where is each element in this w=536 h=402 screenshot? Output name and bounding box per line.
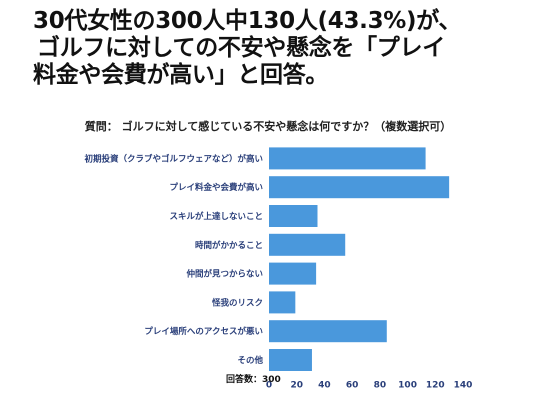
bar-7 <box>269 320 387 343</box>
category-label-1: 初期投資（クラブやゴルフウェアなど）が高い <box>84 153 263 164</box>
category-labels: 初期投資（クラブやゴルフウェアなど）が高いプレイ料金や会費が高いスキルが上達しな… <box>84 153 263 366</box>
headline-line-3: 料金や会費が高い」と回答。 <box>33 62 329 88</box>
category-label-8: その他 <box>237 355 263 366</box>
x-tick-label-60: 60 <box>346 380 359 390</box>
category-label-3: スキルが上達しないこと <box>169 211 263 222</box>
bar-3 <box>269 205 318 227</box>
bar-8 <box>269 349 312 371</box>
chart-title: 質問： ゴルフに対して感じている不安や懸念は何ですか？（複数選択可） <box>84 120 452 133</box>
category-label-2: プレイ料金や会費が高い <box>169 182 263 193</box>
bar-2 <box>269 176 450 199</box>
x-tick-label-140: 140 <box>454 380 473 390</box>
bar-1 <box>269 147 426 170</box>
headline: 30代女性の300人中130人(43.3%)が、 ゴルフに対しての不安や懸念を「… <box>33 8 528 89</box>
x-tick-label-40: 40 <box>318 380 331 390</box>
x-tick-label-80: 80 <box>374 380 387 390</box>
category-label-4: 時間がかかること <box>195 240 263 251</box>
category-label-5: 仲間が見つからない <box>186 269 263 280</box>
bars-group <box>269 147 450 371</box>
headline-line-1: 30代女性の300人中130人(43.3%)が、 <box>33 8 462 34</box>
bar-4 <box>269 233 346 256</box>
x-tick-label-100: 100 <box>398 380 417 390</box>
x-axis-ticks: 0 20 40 60 80 100 120 140 <box>266 380 473 390</box>
x-tick-label-0: 0 <box>266 380 272 390</box>
x-tick-label-120: 120 <box>426 380 445 390</box>
bar-6 <box>269 291 296 314</box>
headline-line-2: ゴルフに対しての不安や懸念を「プレイ <box>37 35 445 61</box>
response-count: 回答数：300 <box>226 375 281 385</box>
x-tick-label-20: 20 <box>290 380 303 390</box>
category-label-6: 怪我のリスク <box>212 297 263 308</box>
category-label-7: プレイ場所へのアクセスが悪い <box>144 326 263 337</box>
bar-5 <box>269 262 317 285</box>
